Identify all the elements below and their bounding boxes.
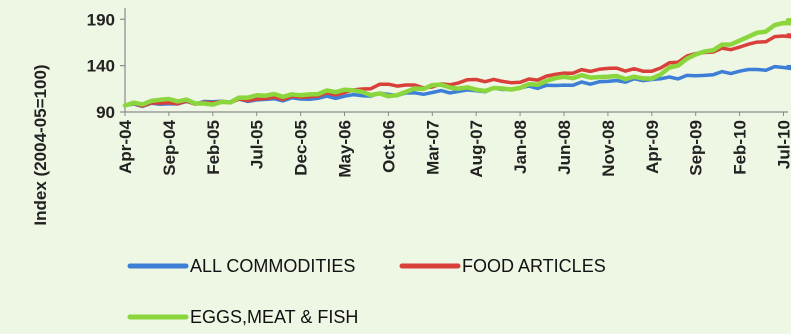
- x-tick-label: Sep-04: [160, 119, 179, 175]
- y-axis-ticks: 90 140 190: [87, 10, 125, 122]
- x-tick-label: Sep-09: [687, 120, 706, 176]
- x-axis-ticks: Apr-04 Sep-04 Feb-05 Jul-05 Dec-05 May-06 Oct-…: [116, 112, 791, 178]
- legend-label-eggs-meat-fish: EGGS,MEAT & FISH: [190, 307, 358, 327]
- x-tick-label: Feb-10: [731, 120, 750, 175]
- legend-label-all-commodities: ALL COMMODITIES: [190, 256, 355, 276]
- y-tick-label: 90: [96, 103, 115, 122]
- y-axis-title: Index (2004-05=100): [31, 64, 50, 225]
- x-tick-label: Apr-04: [116, 119, 135, 173]
- x-tick-label: Oct-06: [379, 120, 398, 173]
- chart-axes: [124, 8, 788, 113]
- x-tick-label: Mar-07: [423, 120, 442, 175]
- x-tick-label: May-06: [336, 120, 355, 178]
- legend: ALL COMMODITIES FOOD ARTICLES EGGS,MEAT & …: [127, 256, 606, 327]
- series-lines: [122, 17, 791, 109]
- x-tick-label: Jul-10: [775, 120, 791, 169]
- y-tick-label: 190: [87, 10, 115, 29]
- x-tick-label: Apr-09: [643, 120, 662, 174]
- x-tick-label: Feb-05: [204, 120, 223, 175]
- x-tick-label: Jul-05: [248, 120, 267, 169]
- x-tick-label: Jun-08: [555, 120, 574, 175]
- y-tick-label: 140: [87, 57, 115, 76]
- legend-label-food-articles: FOOD ARTICLES: [462, 256, 606, 276]
- x-tick-label: Dec-05: [292, 120, 311, 176]
- x-tick-label: Nov-08: [599, 120, 618, 177]
- series-line-food-articles: [123, 33, 791, 108]
- x-tick-label: Aug-07: [467, 120, 486, 178]
- series-line-eggs-meat-fish: [122, 17, 791, 108]
- x-tick-label: Jan-08: [511, 120, 530, 174]
